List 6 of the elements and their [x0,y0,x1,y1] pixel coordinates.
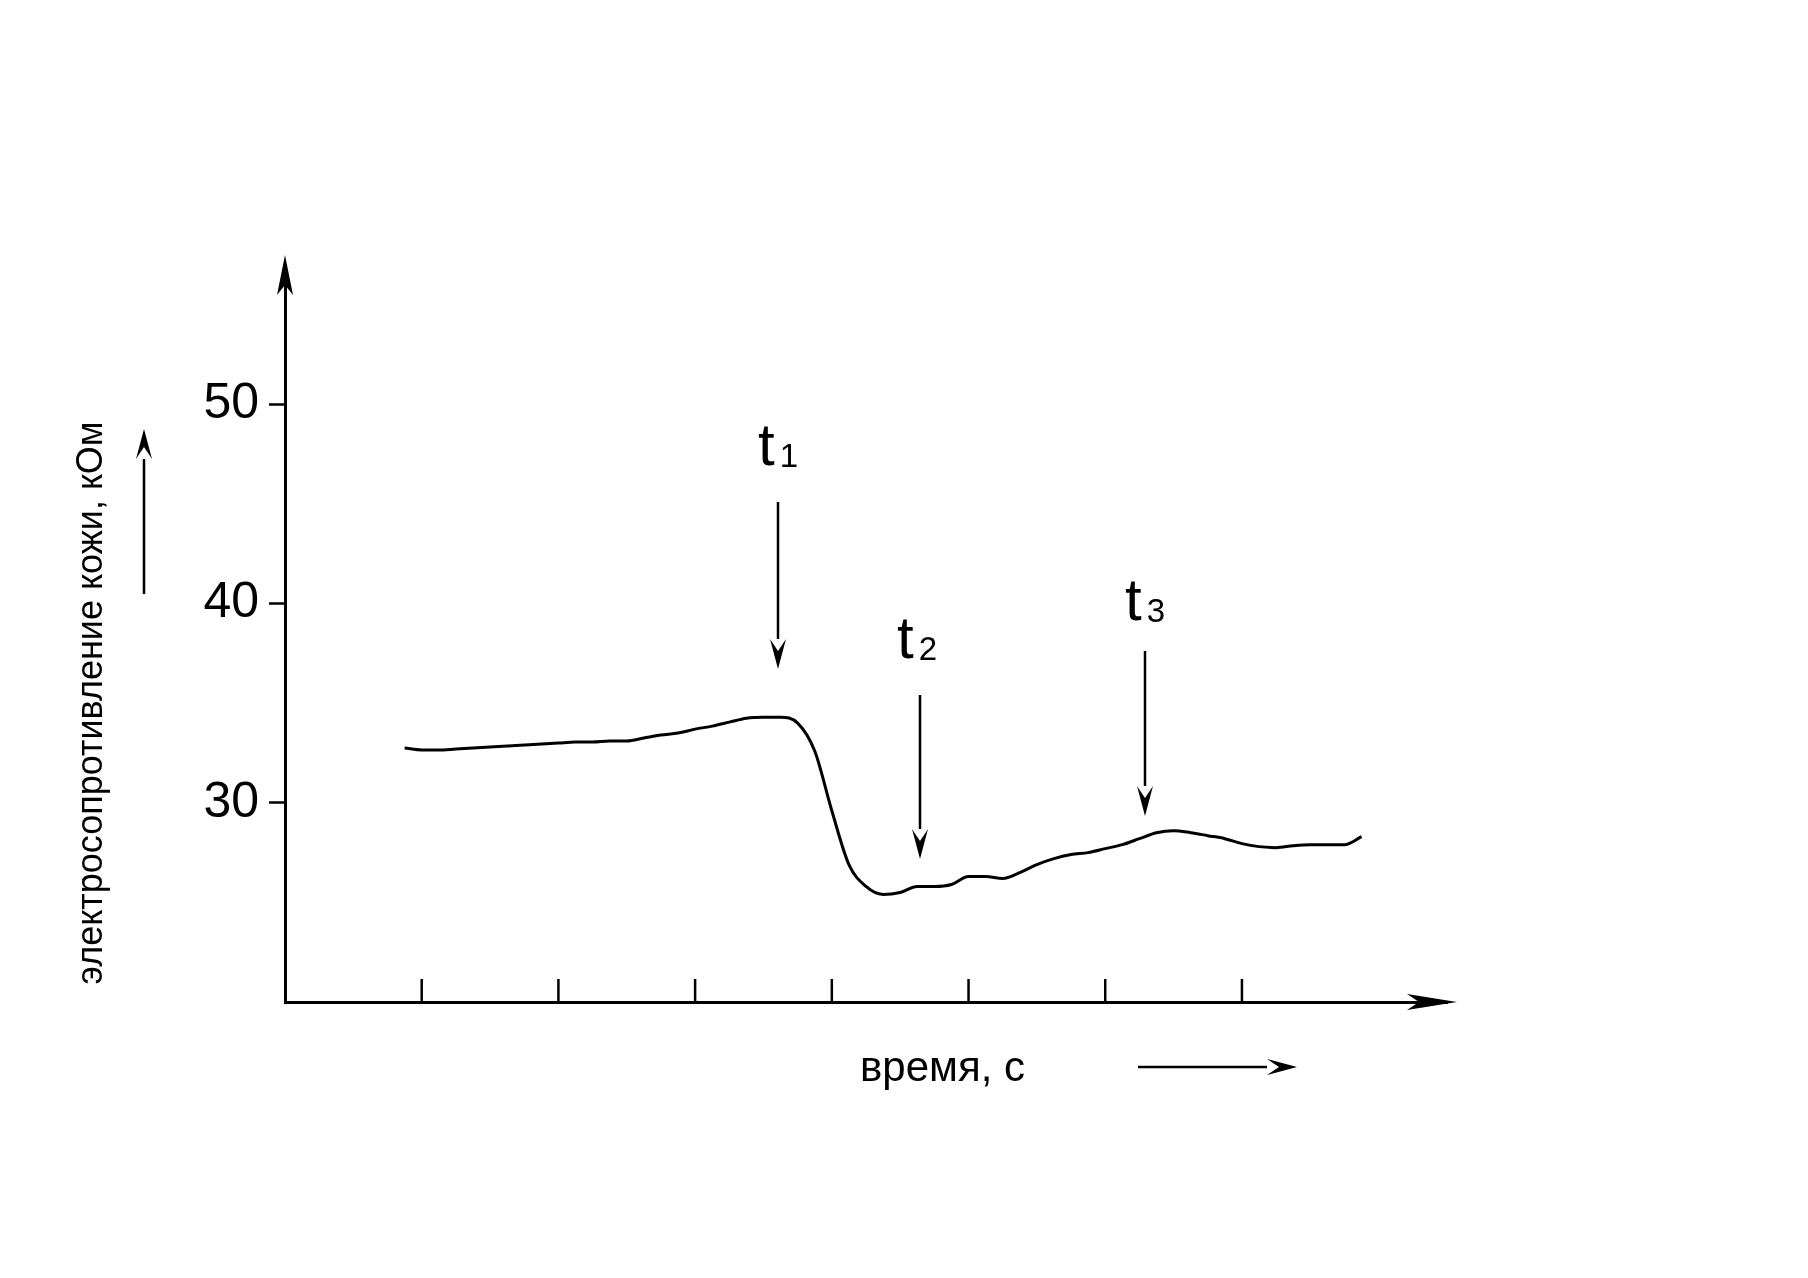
y-tick-label: 40 [203,572,259,629]
line-series [403,715,1364,896]
y-tick-label: 50 [203,373,259,430]
y-tick-label: 30 [203,771,259,828]
x-axis-title: время, с [860,1042,1026,1092]
y-axis-title: электросопротивление кожи, кОм [69,420,111,987]
